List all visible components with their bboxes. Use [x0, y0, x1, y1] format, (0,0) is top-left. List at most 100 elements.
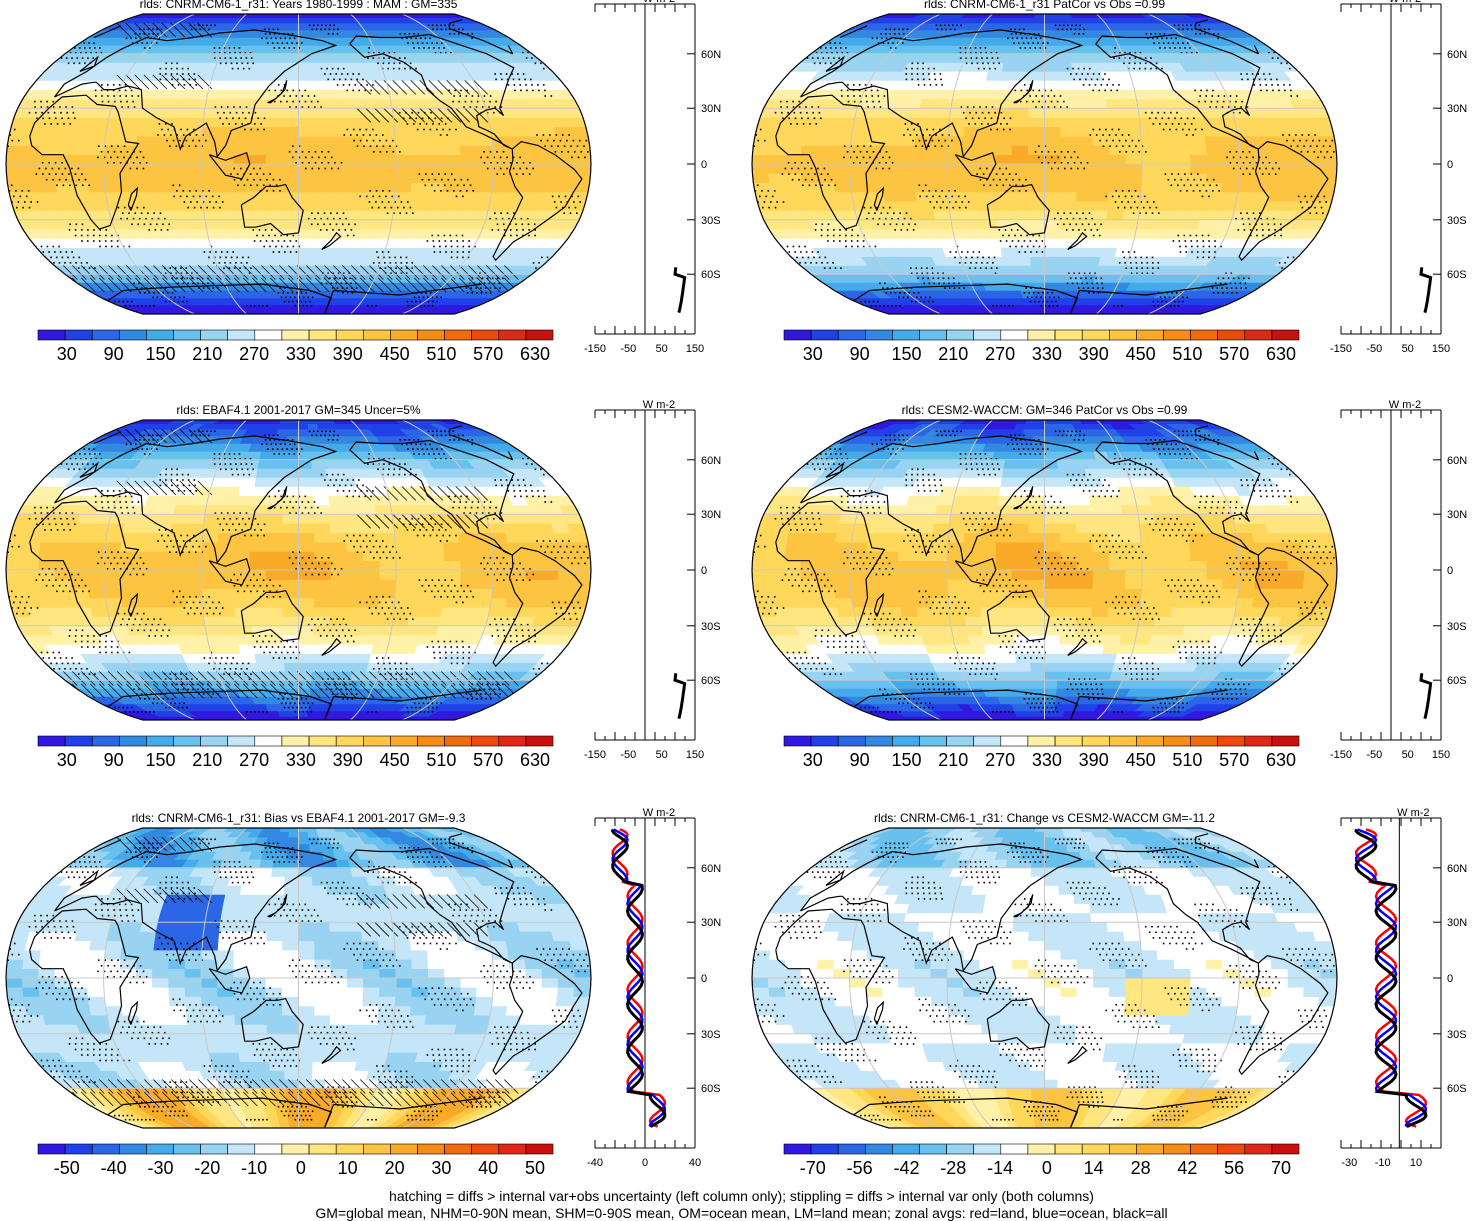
colorbar-swatch [1217, 1143, 1246, 1155]
colorbar-swatch [390, 735, 418, 747]
zonal-xtick-label: -150 [584, 749, 606, 761]
graticule [6, 828, 591, 1128]
zonal-xtick-label: 50 [1402, 343, 1414, 355]
coastline [448, 19, 513, 55]
coastline [954, 152, 997, 180]
colorbar-label: 450 [1126, 344, 1156, 364]
lat-label: 60S [1447, 1083, 1467, 1095]
colorbar-swatch [146, 329, 174, 341]
colorbar-swatch [946, 735, 974, 747]
colorbar-swatch [91, 1143, 120, 1155]
coastline [800, 435, 1084, 565]
colorbar-swatch [1109, 735, 1137, 747]
coastline [839, 431, 868, 445]
colorbar-swatch [1027, 329, 1056, 341]
colorbar-label: -42 [893, 1158, 919, 1178]
colorbar-swatch [1136, 735, 1164, 747]
colorbar-swatch [1000, 329, 1029, 341]
colorbar-swatch [1136, 329, 1164, 341]
coastline [1067, 637, 1088, 656]
colorbar-swatch [783, 1143, 812, 1155]
lat-label: 60S [1447, 675, 1467, 687]
colorbar-label: -20 [194, 1158, 220, 1178]
colorbar-label: 630 [1266, 750, 1296, 770]
colorbar-label: 630 [1266, 344, 1296, 364]
colorbar: 30 90 150 210 270 330 390 450 510 570 630 [37, 329, 554, 364]
colorbar: 30 90 150 210 270 330 390 450 510 570 630 [783, 735, 1300, 770]
hatching [54, 428, 519, 699]
colorbar-swatch [919, 1143, 947, 1155]
colorbar-swatch [1190, 735, 1218, 747]
coastline [107, 689, 335, 720]
coastline [1194, 833, 1259, 869]
colorbar-label: 210 [938, 344, 968, 364]
colorbar-swatch [308, 329, 337, 341]
colorbar: 30 90 150 210 270 330 390 450 510 570 630 [37, 735, 554, 770]
lat-label: 30N [701, 509, 721, 521]
zonal-mean-panel: W m-2 -30 -10 10 60N 30N 0 30S 60S [1340, 807, 1467, 1169]
colorbar-swatch [64, 329, 93, 341]
colorbar-label: 70 [1271, 1158, 1291, 1178]
colorbar-swatch [227, 329, 256, 341]
colorbar-label: 150 [891, 344, 921, 364]
lat-label: 0 [701, 973, 707, 985]
colorbar-swatch [281, 329, 310, 341]
colorbar-label: -28 [940, 1158, 966, 1178]
zonal-xtick-label: 50 [1402, 749, 1414, 761]
coastline [267, 894, 288, 918]
colorbar-swatch [227, 1143, 256, 1155]
lat-label: 0 [701, 565, 707, 577]
colorbar-swatch [973, 1143, 1002, 1155]
colorbar-label: 210 [192, 344, 222, 364]
coastline [267, 486, 288, 510]
coastline [825, 869, 845, 886]
coastline [208, 558, 251, 586]
colorbar: 30 90 150 210 270 330 390 450 510 570 630 [783, 329, 1300, 364]
zonal-mean-panel: W m-2 -150 -50 50 150 60N 30N 0 30S 60S [1330, 399, 1467, 761]
colorbar-swatch [1244, 329, 1273, 341]
lat-label: 60S [701, 675, 721, 687]
coastline [54, 843, 338, 973]
colorbar-label: 390 [333, 750, 363, 770]
coastline [825, 55, 845, 72]
zonal-line-all [673, 673, 687, 720]
panel-5: rlds: CNRM-CM6-1_r31: Bias vs EBAF4.1 20… [5, 807, 721, 1178]
zonal-unit-label: W m-2 [643, 0, 675, 5]
coastline [240, 997, 304, 1050]
colorbar-swatch [146, 735, 174, 747]
colorbar-swatch [1271, 735, 1300, 747]
colorbar-label: 20 [385, 1158, 405, 1178]
map-field [6, 420, 591, 720]
lat-label: 60N [701, 49, 721, 61]
zonal-xtick-label: 10 [1410, 1157, 1422, 1169]
coastline [1079, 283, 1228, 296]
colorbar-swatch [200, 329, 229, 341]
map-border [5, 419, 592, 721]
colorbar-label: 570 [1219, 344, 1249, 364]
colorbar-swatch [1136, 1143, 1164, 1155]
coastline [986, 997, 1050, 1050]
footer-line1: hatching = diffs > internal var+obs unce… [389, 1188, 1094, 1204]
coastlines [29, 19, 583, 314]
lat-label: 30N [1447, 509, 1467, 521]
colorbar-swatch [946, 1143, 974, 1155]
panel-title: rlds: CNRM-CM6-1_r31 PatCor vs Obs =0.99 [924, 0, 1165, 11]
zonal-xtick-label: 0 [642, 1157, 648, 1169]
colorbar-swatch [1081, 735, 1110, 747]
colorbar-swatch [335, 329, 364, 341]
colorbar-label: 330 [286, 750, 316, 770]
lat-label: 60S [701, 269, 721, 281]
colorbar-label: 510 [426, 344, 456, 364]
colorbar-label: 330 [1032, 750, 1062, 770]
colorbar-swatch [173, 1143, 201, 1155]
colorbar-swatch [362, 329, 391, 341]
colorbar-label: 450 [1126, 750, 1156, 770]
colorbar-label: 40 [478, 1158, 498, 1178]
coastline [800, 843, 1084, 973]
colorbar-label: 42 [1177, 1158, 1197, 1178]
stippling [752, 24, 1335, 307]
coastline [853, 1097, 1081, 1128]
zonal-xtick-label: -150 [584, 343, 606, 355]
coastlines [775, 833, 1329, 1128]
colorbar-label: 56 [1224, 1158, 1244, 1178]
